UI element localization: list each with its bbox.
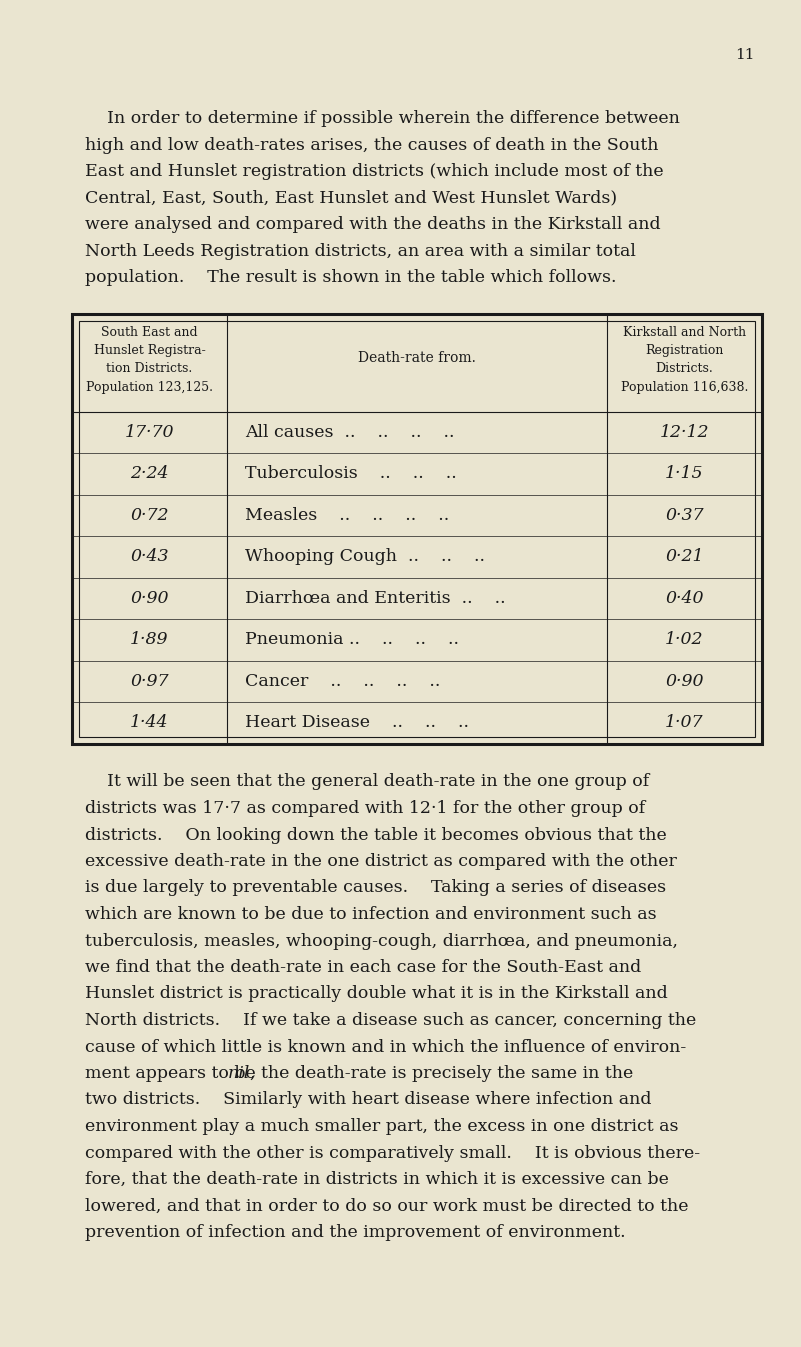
- Text: we find that the death-rate in each case for the South-East and: we find that the death-rate in each case…: [85, 959, 642, 977]
- Text: South East and
Hunslet Registra-
tion Districts.
Population 123,125.: South East and Hunslet Registra- tion Di…: [86, 326, 213, 395]
- Text: two districts.  Similarly with heart disease where infection and: two districts. Similarly with heart dise…: [85, 1091, 651, 1109]
- Text: 0·21: 0·21: [666, 548, 704, 566]
- Bar: [72, 314, 762, 744]
- Text: 0·72: 0·72: [131, 506, 169, 524]
- Text: It will be seen that the general death-rate in the one group of: It will be seen that the general death-r…: [85, 773, 650, 791]
- Text: tuberculosis, measles, whooping-cough, diarrhœa, and pneumonia,: tuberculosis, measles, whooping-cough, d…: [85, 932, 678, 950]
- Text: North districts.  If we take a disease such as cancer, concerning the: North districts. If we take a disease su…: [85, 1012, 696, 1029]
- Text: Tuberculosis    ..    ..    ..: Tuberculosis .. .. ..: [245, 465, 457, 482]
- Text: Diarrhœa and Enteritis  ..    ..: Diarrhœa and Enteritis .. ..: [245, 590, 505, 606]
- Text: All causes  ..    ..    ..    ..: All causes .. .. .. ..: [245, 424, 454, 440]
- Text: Death-rate from.: Death-rate from.: [358, 350, 476, 365]
- Text: Pneumonia ..    ..    ..    ..: Pneumonia .. .. .. ..: [245, 632, 459, 648]
- Text: districts.  On looking down the table it becomes obvious that the: districts. On looking down the table it …: [85, 827, 666, 843]
- Text: compared with the other is comparatively small.  It is obvious there-: compared with the other is comparatively…: [85, 1145, 700, 1161]
- Text: which are known to be due to infection and environment such as: which are known to be due to infection a…: [85, 907, 657, 923]
- Text: districts was 17·7 as compared with 12·1 for the other group of: districts was 17·7 as compared with 12·1…: [85, 800, 646, 818]
- Text: Whooping Cough  ..    ..    ..: Whooping Cough .. .. ..: [245, 548, 485, 566]
- Text: 0·40: 0·40: [666, 590, 704, 606]
- Text: 0·37: 0·37: [666, 506, 704, 524]
- Text: 0·90: 0·90: [666, 672, 704, 690]
- Text: cause of which little is known and in which the influence of environ-: cause of which little is known and in wh…: [85, 1039, 686, 1056]
- Text: Kirkstall and North
Registration
Districts.
Population 116,638.: Kirkstall and North Registration Distric…: [621, 326, 748, 395]
- Text: North Leeds Registration districts, an area with a similar total: North Leeds Registration districts, an a…: [85, 242, 636, 260]
- Text: prevention of infection and the improvement of environment.: prevention of infection and the improvem…: [85, 1224, 626, 1241]
- Text: 1·07: 1·07: [666, 714, 704, 731]
- Text: is due largely to preventable causes.  Taking a series of diseases: is due largely to preventable causes. Ta…: [85, 880, 666, 897]
- Text: were analysed and compared with the deaths in the Kirkstall and: were analysed and compared with the deat…: [85, 216, 661, 233]
- Text: Measles    ..    ..    ..    ..: Measles .. .. .. ..: [245, 506, 449, 524]
- Text: Central, East, South, East Hunslet and West Hunslet Wards): Central, East, South, East Hunslet and W…: [85, 190, 617, 206]
- Text: Cancer    ..    ..    ..    ..: Cancer .. .. .. ..: [245, 672, 441, 690]
- Text: nil: nil: [227, 1065, 250, 1082]
- Text: 1·15: 1·15: [666, 465, 704, 482]
- Text: 1·89: 1·89: [131, 632, 169, 648]
- Text: fore, that the death-rate in districts in which it is excessive can be: fore, that the death-rate in districts i…: [85, 1171, 669, 1188]
- Text: 1·44: 1·44: [131, 714, 169, 731]
- Text: lowered, and that in order to do so our work must be directed to the: lowered, and that in order to do so our …: [85, 1197, 689, 1215]
- Text: excessive death-rate in the one district as compared with the other: excessive death-rate in the one district…: [85, 853, 677, 870]
- Text: 0·43: 0·43: [131, 548, 169, 566]
- Text: East and Hunslet registration districts (which include most of the: East and Hunslet registration districts …: [85, 163, 663, 180]
- Text: Heart Disease    ..    ..    ..: Heart Disease .. .. ..: [245, 714, 469, 731]
- Text: population.  The result is shown in the table which follows.: population. The result is shown in the t…: [85, 269, 617, 286]
- Text: 0·90: 0·90: [131, 590, 169, 606]
- Text: 17·70: 17·70: [125, 424, 175, 440]
- Text: In order to determine if possible wherein the difference between: In order to determine if possible wherei…: [85, 110, 680, 127]
- Text: high and low death-rates arises, the causes of death in the South: high and low death-rates arises, the cau…: [85, 136, 658, 154]
- Text: , the death-rate is precisely the same in the: , the death-rate is precisely the same i…: [250, 1065, 634, 1082]
- Text: environment play a much smaller part, the excess in one district as: environment play a much smaller part, th…: [85, 1118, 678, 1136]
- Text: 11: 11: [735, 48, 755, 62]
- Text: 12·12: 12·12: [660, 424, 709, 440]
- Text: 1·02: 1·02: [666, 632, 704, 648]
- Bar: [79, 321, 755, 737]
- Text: 0·97: 0·97: [131, 672, 169, 690]
- Text: 2·24: 2·24: [131, 465, 169, 482]
- Text: ment appears to be: ment appears to be: [85, 1065, 261, 1082]
- Text: Hunslet district is practically double what it is in the Kirkstall and: Hunslet district is practically double w…: [85, 986, 668, 1002]
